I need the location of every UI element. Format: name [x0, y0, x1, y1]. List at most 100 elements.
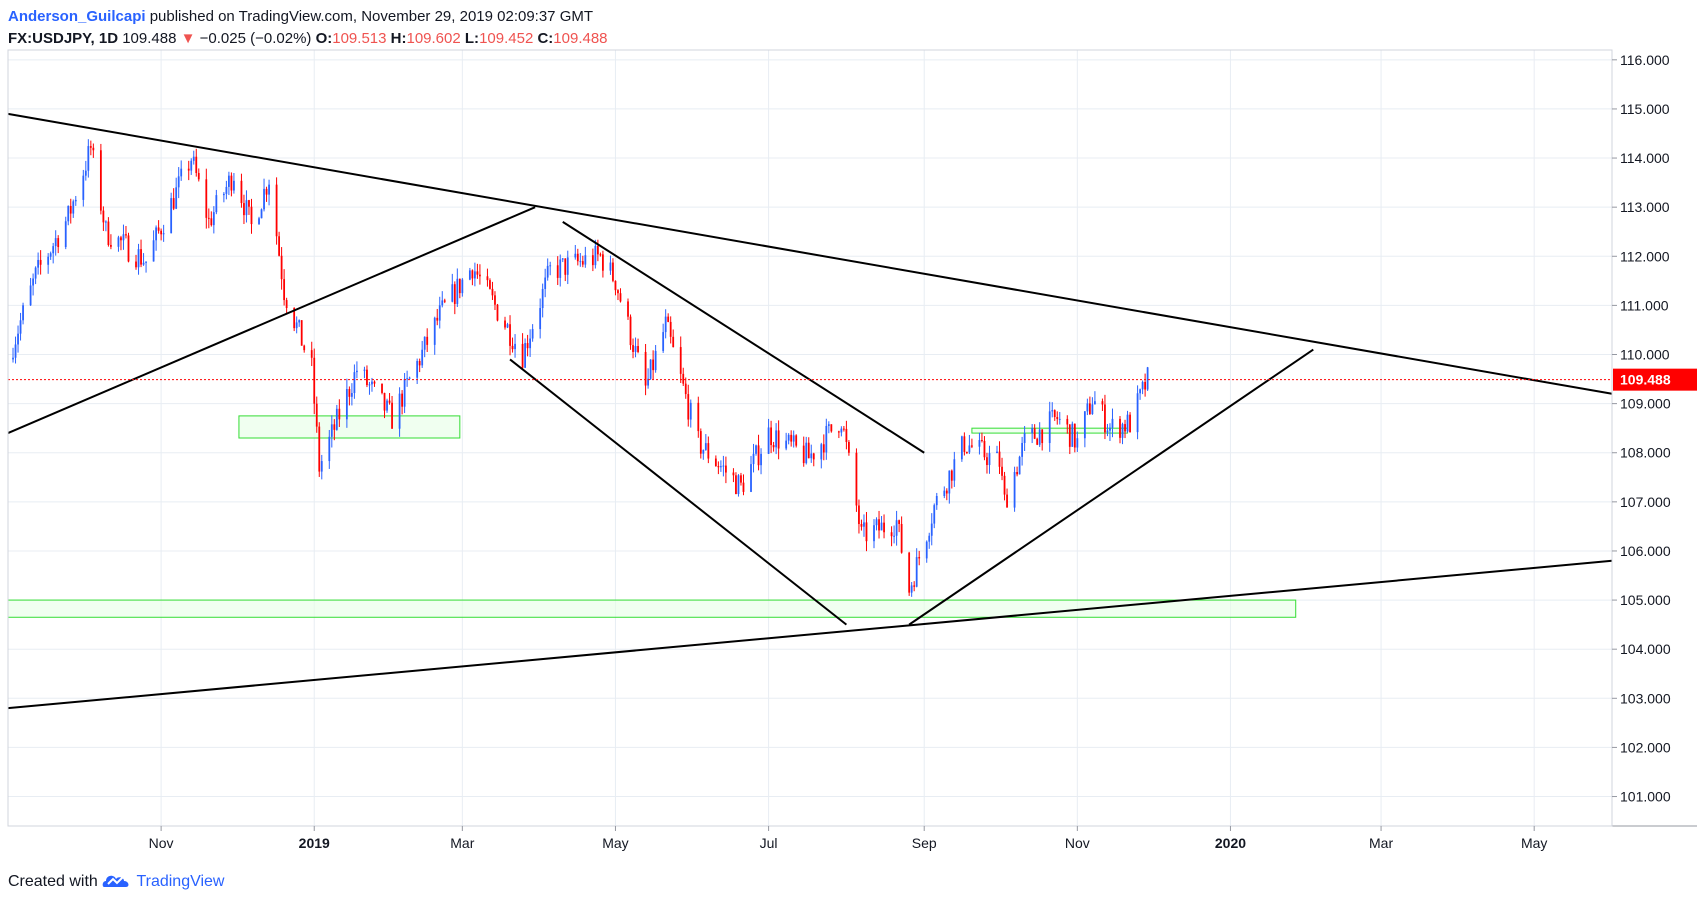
candle-body [248, 200, 250, 207]
candle-body [785, 440, 788, 449]
candle-body [190, 160, 193, 171]
candle-body [152, 240, 155, 262]
time-tick-label: May [1521, 835, 1547, 851]
candle-body [1033, 428, 1036, 439]
candle-body [619, 293, 622, 302]
candle-body [1023, 433, 1026, 443]
candle-body [371, 381, 373, 385]
candle-body [39, 259, 42, 265]
candle-body [265, 188, 268, 195]
candle-body [295, 322, 298, 329]
candle-body [915, 557, 918, 587]
candle-body [632, 345, 634, 352]
candle-body [401, 393, 403, 407]
candle-body [1013, 471, 1016, 508]
candle-body [398, 393, 401, 429]
candle-body [559, 259, 562, 278]
candle-body [596, 245, 599, 255]
candle-body [162, 233, 165, 235]
candle-body [19, 320, 22, 334]
trendline [7, 206, 536, 435]
candle-body [383, 392, 386, 411]
candle-body [471, 270, 474, 279]
candle-body [175, 187, 178, 209]
candle-body [1036, 438, 1039, 445]
candle-body [702, 449, 705, 454]
candle-body [767, 427, 770, 454]
candle-body [652, 359, 655, 371]
candle-body [104, 221, 107, 223]
candle-body [928, 535, 931, 542]
time-tick-label: 2020 [1215, 835, 1246, 851]
candle-body [971, 445, 973, 447]
candle-body [965, 451, 968, 453]
publish-info: Anderson_Guilcapi published on TradingVi… [8, 6, 1688, 28]
candle-body [298, 320, 301, 323]
candle-body [790, 434, 793, 442]
trendline [7, 112, 1613, 395]
candle-body [757, 445, 760, 466]
candle-body [486, 276, 489, 281]
tradingview-brand[interactable]: TradingView [136, 873, 225, 890]
footer: Created with TradingView [8, 870, 224, 894]
down-arrow-icon: ▼ [180, 30, 196, 47]
candle-body [787, 434, 790, 441]
price-tick-label: 116.000 [1620, 52, 1670, 68]
candle-body [529, 338, 532, 349]
candle-body [933, 505, 936, 524]
candle-body [649, 359, 652, 379]
candle-body [1018, 456, 1021, 475]
plot-frame [7, 49, 1613, 827]
ohlc-legend: FX:USDJPY, 1D 109.488 ▼ −0.025 (−0.02%) … [8, 28, 1688, 50]
candle-body [842, 428, 845, 430]
candle-body [87, 146, 90, 171]
candle-body [699, 431, 702, 454]
price-tick-label: 108.000 [1620, 445, 1671, 461]
candle-body [873, 525, 875, 542]
price-tick-label: 105.000 [1620, 592, 1671, 608]
candle-body [426, 336, 429, 345]
candle-body [233, 180, 235, 191]
candle-body [268, 184, 270, 195]
candle-body [1051, 410, 1054, 412]
low-value: 109.452 [479, 30, 534, 47]
candle-body [827, 424, 830, 426]
candle-body [403, 378, 406, 407]
low-label: L: [464, 30, 480, 47]
candle-body [805, 442, 808, 464]
price-tick-label: 103.000 [1620, 690, 1671, 706]
author-link[interactable]: Anderson_Guilcapi [8, 8, 146, 25]
candle-body [99, 150, 102, 211]
candle-body [504, 320, 506, 328]
candle-body [278, 236, 280, 256]
candle-body [34, 267, 37, 279]
symbol-label[interactable]: FX:USDJPY, 1D [8, 30, 119, 47]
candle-body [350, 393, 353, 397]
trendline [562, 221, 925, 454]
candle-body [418, 361, 421, 366]
price-tick-label: 102.000 [1620, 739, 1671, 755]
candle-body [82, 175, 85, 200]
candle-body [1076, 438, 1079, 448]
candle-body [1136, 393, 1139, 433]
price-tick-label: 112.000 [1620, 248, 1670, 264]
candle-body [732, 472, 735, 476]
candle-body [381, 383, 383, 393]
candle-body [996, 451, 998, 454]
candle-body [689, 402, 692, 420]
candle-body [285, 300, 288, 309]
candle-body [49, 253, 52, 257]
candle-body [353, 372, 356, 394]
candle-body [107, 221, 110, 245]
candle-body [172, 198, 175, 209]
candle-body [602, 254, 604, 271]
candle-body [1031, 428, 1034, 434]
candle-body [243, 203, 245, 216]
time-tick-label: Mar [450, 835, 474, 851]
candle-body [521, 343, 524, 368]
candle-body [157, 227, 160, 231]
candle-body [634, 346, 637, 352]
candle-body [667, 316, 670, 322]
candle-body [983, 440, 986, 458]
